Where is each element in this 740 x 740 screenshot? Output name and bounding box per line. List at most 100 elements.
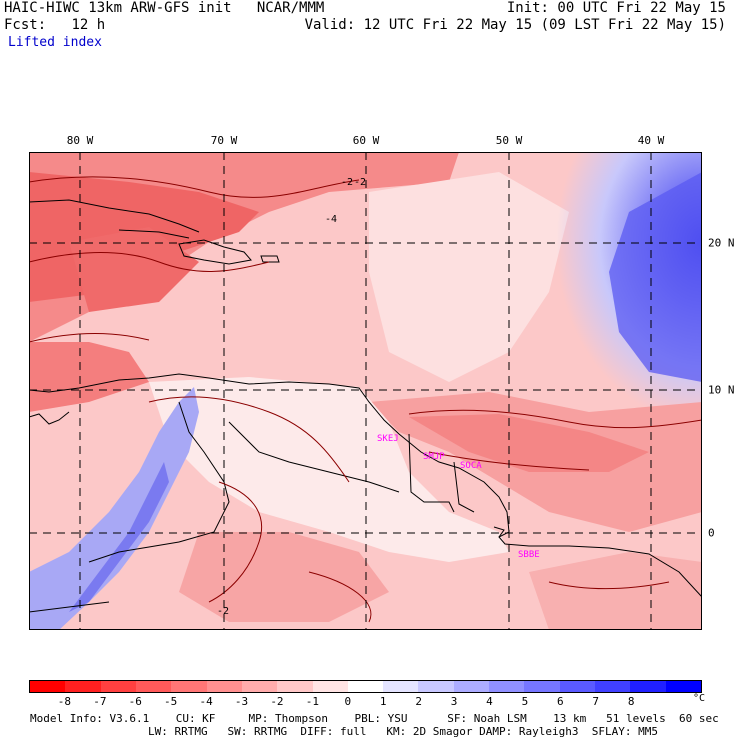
field-region-deepblue-east [609,172,702,382]
colorbar-swatch [383,681,419,692]
station-label-smjp: SMJP [423,452,445,462]
coastline-hispaniola [178,239,252,265]
colorbar-tick-label: 1 [379,695,387,708]
contour-line [548,581,670,590]
lon-label-40w: 40 W [637,134,665,147]
colorbar-swatch [100,681,136,692]
field-region-light-interior [149,377,509,562]
contour-line [28,252,270,272]
colorbar-tick-label: 2 [415,695,422,708]
contour-label: -2 [217,606,229,617]
colorbar-swatch [595,681,631,692]
contour-line [208,481,263,603]
coastline-marajo [493,526,505,538]
colorbar-swatch [65,681,101,692]
border-guyana [408,433,455,513]
colorbar-swatch [277,681,313,692]
colorbar-swatch [312,681,348,692]
colorbar-swatch [30,681,66,692]
colorbar-tick-label: 4 [486,695,493,708]
contour-line [308,571,372,623]
colorbar-tick-label: -7 [93,695,107,708]
map-svg: -2 -4 -2 -2 SKEJ SMJP SOCA SBBE [28,152,703,630]
colorbar-swatch [665,681,701,692]
coastline-puerto-rico [260,255,280,263]
contour-label: -4 [325,214,337,225]
coastline-panama [28,411,70,425]
coastlines [28,199,703,613]
latlon-grid [29,152,702,630]
org-name: NCAR/MMM [256,0,325,16]
lat-label-20n: 20 N [708,236,735,250]
colorbar-tick-label: -5 [164,695,178,708]
colorbar-tick-label: -1 [305,695,319,708]
colorbar-swatch [489,681,525,692]
valid-time: Valid: 12 UTC Fri 22 May 15 (09 LST Fri … [304,17,726,33]
station-label-skej: SKEJ [377,434,399,444]
contour-line [408,409,703,429]
init-time: Init: 00 UTC Fri 22 May 15 [506,0,726,16]
colorbar-tick-label: -3 [234,695,249,708]
fcst-label: Fcst: [4,17,47,33]
colorbar-tick-label: 8 [627,695,635,708]
field-region-blue-andes [29,387,199,630]
colorbar-swatch [630,681,666,692]
colorbar [29,680,702,693]
contour-line [28,176,360,198]
contour-line [428,451,590,471]
coastline-south-america [28,373,703,598]
field-region-deepblue-andes [69,462,169,612]
lifted-index-map: -2 -4 -2 -2 SKEJ SMJP SOCA SBBE [28,152,703,630]
colorbar-tick-label: 5 [521,695,529,708]
colorbar-swatch [171,681,207,692]
colorbar-tick-label: -8 [57,695,72,708]
contour-line [148,396,350,483]
lon-label-80w: 80 W [66,134,94,147]
lon-label-60w: 60 W [352,134,380,147]
lat-label-10n: 10 N [708,383,735,397]
colorbar-swatch [453,681,490,692]
lon-label-50w: 50 W [495,134,523,147]
coastline-jamaica [118,229,190,239]
contour-label: -2 [354,177,366,188]
colorbar-tick-label: 3 [450,695,458,708]
lat-label-0: 0 [708,526,715,540]
field-region-red-south [179,532,389,622]
field-region-red-southeast [529,552,702,630]
station-label-soca: SOCA [460,461,482,471]
colorbar-swatch [206,681,242,692]
colorbar-swatch [347,681,384,692]
colorbar-tick-label: -6 [128,695,142,708]
colorbar-tick-label: -4 [199,695,213,708]
station-label-sbbe: SBBE [518,550,540,560]
colorbar-tick-label: 6 [557,695,564,708]
header-fcst-line: Fcst: 12 h [4,17,105,33]
header-model-line: HAIC-HIWC 13km ARW-GFS init NCAR/MMM [4,0,324,16]
fcst-value: 12 h [71,17,106,33]
colorbar-swatch [524,681,560,692]
contour-line [28,332,150,343]
colorbar-unit: °C [693,693,706,704]
field-region-red-west [29,342,149,412]
border-venezuela-brazil [228,421,400,493]
colorbar-swatch [241,681,278,692]
lon-label-70w: 70 W [210,134,238,147]
contours [28,176,703,623]
contour-label: -2 [341,177,353,188]
field-region-red-caribbean [69,227,199,312]
map-frame [29,152,702,630]
border-peru [28,601,110,613]
field-name: Lifted index [8,35,102,50]
coastline-cuba [28,199,200,233]
model-name: HAIC-HIWC 13km ARW-GFS init [4,0,232,16]
colorbar-tick-label: -2 [270,695,284,708]
footer-physics-info: LW: RRTMG SW: RRTMG DIFF: full KM: 2D Sm… [148,725,658,738]
field-region-red-core [409,414,649,472]
border-ecuador [88,541,180,563]
colorbar-swatch [135,681,172,692]
colorbar-tick-label: 0 [344,695,352,708]
colorbar-swatch [418,681,454,692]
colorbar-swatch [559,681,595,692]
colorbar-tick-label: 7 [592,695,600,708]
footer-model-info: Model Info: V3.6.1 CU: KF MP: Thompson P… [30,712,719,725]
